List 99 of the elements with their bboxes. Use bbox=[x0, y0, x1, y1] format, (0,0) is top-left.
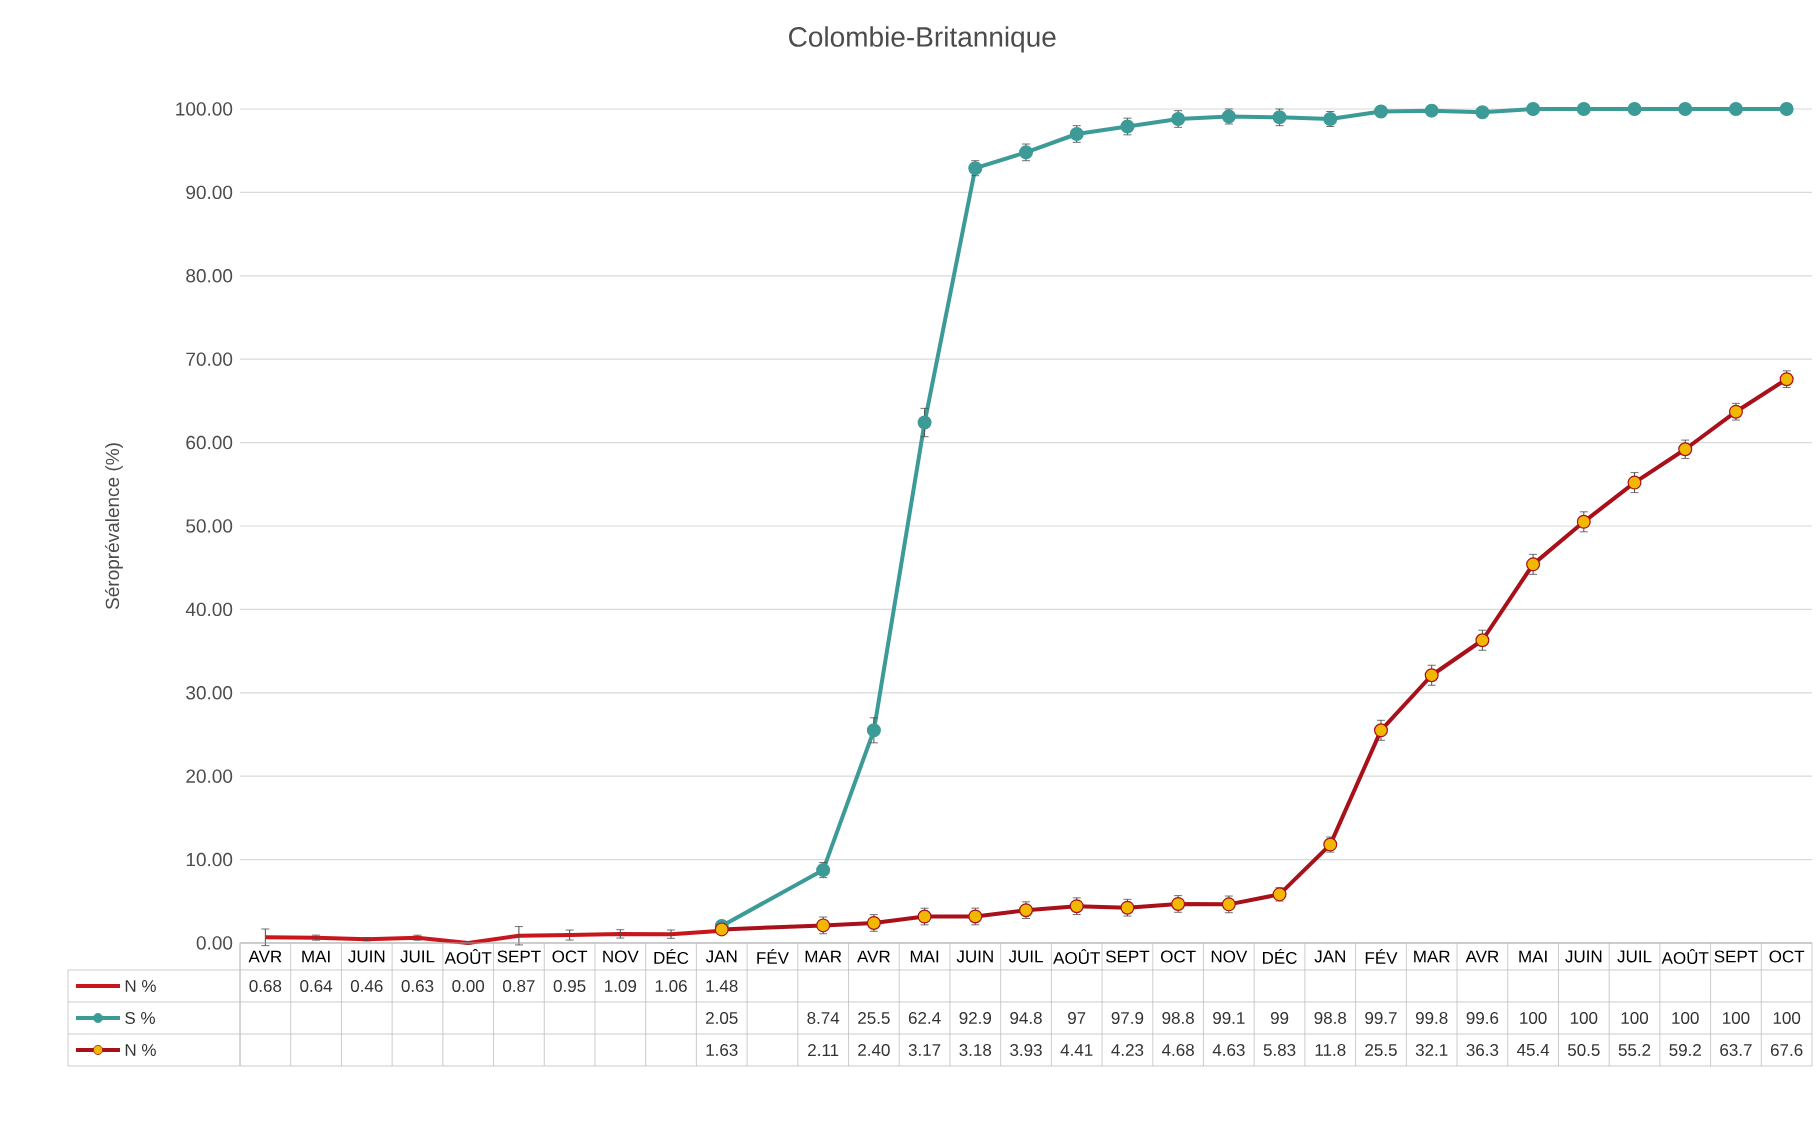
data-label: 45.4 bbox=[1516, 1044, 1550, 1056]
data-label: 4.68 bbox=[1161, 1043, 1194, 1056]
legend-label: N % bbox=[125, 980, 156, 992]
y-tick-label: 40.00 bbox=[185, 602, 233, 617]
x-tick-label: AOÛT bbox=[444, 948, 492, 964]
data-label: 0.95 bbox=[553, 979, 586, 992]
x-tick-label: MAI bbox=[910, 950, 939, 963]
x-tick-label: JUIL bbox=[1008, 950, 1043, 963]
data-label: 100 bbox=[1570, 1011, 1598, 1024]
data-label: 0.00 bbox=[452, 979, 485, 992]
chart-title: Colombie-Britannique bbox=[789, 26, 1056, 53]
x-tick-label: AVR bbox=[248, 950, 282, 963]
x-tick-label: JUIN bbox=[1565, 950, 1602, 963]
x-tick-label: MAR bbox=[1414, 950, 1450, 963]
x-tick-label: DÉC bbox=[654, 949, 689, 964]
y-tick-label: 0.00 bbox=[196, 936, 233, 950]
data-label: 55.2 bbox=[1618, 1043, 1651, 1056]
data-label: 99 bbox=[1270, 1011, 1289, 1024]
x-tick-label: NOV bbox=[603, 950, 639, 963]
y-tick-label: 90.00 bbox=[186, 185, 233, 200]
data-label: 1.63 bbox=[706, 1043, 738, 1056]
x-tick-label: MAR bbox=[805, 950, 842, 963]
legend-label: S % bbox=[125, 1011, 155, 1024]
data-label: 0.68 bbox=[249, 979, 282, 992]
y-tick-label: 60.00 bbox=[186, 435, 233, 450]
legend-label: N % bbox=[125, 1044, 156, 1056]
data-label: 97 bbox=[1068, 1011, 1086, 1024]
data-label: 2.40 bbox=[858, 1043, 890, 1056]
data-label: 99.8 bbox=[1415, 1011, 1448, 1024]
data-label: 0.87 bbox=[503, 979, 535, 992]
data-label: 3.17 bbox=[908, 1043, 941, 1056]
x-tick-label: NOV bbox=[1211, 950, 1248, 963]
x-tick-label: OCT bbox=[552, 950, 588, 963]
data-label: 11.8 bbox=[1315, 1043, 1346, 1056]
y-tick-label: 20.00 bbox=[186, 769, 233, 783]
x-tick-label: JAN bbox=[705, 950, 737, 963]
data-label: 0.46 bbox=[350, 979, 383, 992]
data-label: 3.18 bbox=[959, 1043, 992, 1056]
data-label: 98.8 bbox=[1162, 1011, 1194, 1024]
data-label: 59.2 bbox=[1669, 1043, 1701, 1056]
x-tick-label: AVR bbox=[857, 950, 890, 963]
data-label: 100 bbox=[1520, 1011, 1547, 1024]
data-label: 36.3 bbox=[1466, 1043, 1499, 1056]
data-label: 100 bbox=[1672, 1011, 1699, 1024]
data-label: 0.64 bbox=[300, 979, 333, 992]
data-label: 3.93 bbox=[1010, 1043, 1042, 1056]
data-label: 1.06 bbox=[655, 979, 687, 992]
data-label: 5.83 bbox=[1263, 1043, 1296, 1056]
x-tick-label: AOÛT bbox=[1661, 948, 1709, 964]
y-tick-label: 50.00 bbox=[186, 519, 233, 533]
data-label: 8.74 bbox=[807, 1011, 840, 1024]
y-axis-title: Séroprévalence (%) bbox=[104, 443, 123, 610]
data-label: 100 bbox=[1723, 1011, 1750, 1024]
x-tick-label: JUIN bbox=[956, 950, 993, 963]
data-label: 25.5 bbox=[1365, 1043, 1397, 1056]
data-label: 1.48 bbox=[706, 979, 738, 992]
x-tick-label: JAN bbox=[1314, 950, 1345, 963]
data-label: 67.6 bbox=[1770, 1043, 1803, 1056]
data-label: 2.11 bbox=[808, 1044, 839, 1056]
data-label: 92.9 bbox=[959, 1011, 992, 1024]
x-tick-label: SEPT bbox=[1106, 950, 1150, 963]
data-label: 0.63 bbox=[401, 979, 434, 992]
x-tick-label: AOÛT bbox=[1053, 948, 1100, 964]
data-label: 4.41 bbox=[1060, 1044, 1093, 1056]
x-tick-label: JUIN bbox=[348, 950, 385, 963]
x-tick-label: SEPT bbox=[497, 950, 541, 963]
data-label: 98.8 bbox=[1314, 1011, 1347, 1024]
y-tick-label: 80.00 bbox=[186, 269, 233, 283]
data-label: 100 bbox=[1773, 1011, 1801, 1024]
data-label: 1.09 bbox=[605, 979, 637, 992]
data-label: 4.63 bbox=[1212, 1043, 1245, 1056]
data-label: 63.7 bbox=[1720, 1043, 1752, 1056]
x-tick-label: OCT bbox=[1769, 950, 1805, 963]
data-label: 99.7 bbox=[1365, 1011, 1397, 1024]
data-label: 97.9 bbox=[1111, 1011, 1144, 1024]
data-label: 99.6 bbox=[1466, 1011, 1499, 1024]
x-tick-label: OCT bbox=[1161, 950, 1196, 963]
x-tick-label: JUIL bbox=[400, 950, 435, 963]
x-tick-label: AVR bbox=[1465, 950, 1499, 963]
data-label: 62.4 bbox=[908, 1011, 941, 1024]
data-label: 2.05 bbox=[706, 1011, 738, 1024]
x-tick-label: MAI bbox=[1519, 950, 1547, 963]
x-tick-label: DÉC bbox=[1262, 949, 1297, 964]
y-tick-label: 10.00 bbox=[186, 852, 233, 867]
y-tick-label: 70.00 bbox=[186, 352, 233, 366]
y-tick-label: 30.00 bbox=[186, 686, 233, 700]
data-label: 4.23 bbox=[1111, 1043, 1144, 1056]
x-tick-label: JUIL bbox=[1617, 950, 1652, 963]
data-label: 25.5 bbox=[858, 1011, 890, 1024]
y-tick-label: 100.00 bbox=[176, 102, 233, 116]
data-label: 50.5 bbox=[1567, 1043, 1600, 1056]
data-label: 32.1 bbox=[1415, 1043, 1448, 1056]
data-label: 100 bbox=[1621, 1011, 1649, 1024]
x-tick-label: MAI bbox=[302, 950, 330, 963]
x-tick-label: FÉV bbox=[757, 949, 789, 964]
x-tick-label: FÉV bbox=[1365, 949, 1398, 964]
data-label: 99.1 bbox=[1213, 1011, 1245, 1024]
x-tick-label: SEPT bbox=[1714, 950, 1758, 963]
data-label: 94.8 bbox=[1010, 1011, 1042, 1024]
